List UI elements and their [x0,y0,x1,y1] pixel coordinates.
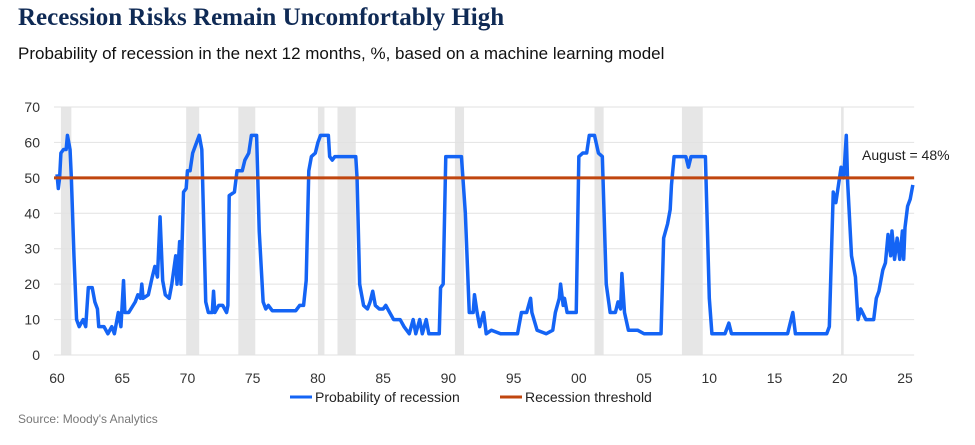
recession-band [238,107,256,355]
x-tick-label: 05 [636,370,652,386]
y-tick-label: 60 [24,134,40,150]
chart-title: Recession Risks Remain Uncomfortably Hig… [18,4,505,31]
x-tick-label: 60 [49,370,65,386]
x-tick-label: 75 [245,370,261,386]
x-tick-label: 85 [375,370,391,386]
x-tick-label: 80 [310,370,326,386]
x-tick-label: 65 [114,370,130,386]
series-line-probability [55,133,915,336]
x-tick-label: 90 [441,370,457,386]
y-tick-label: 0 [32,347,40,363]
x-tick-label: 00 [571,370,587,386]
y-tick-label: 20 [24,276,40,292]
x-tick-label: 20 [832,370,848,386]
x-tick-label: 15 [767,370,783,386]
x-tick-label: 25 [897,370,913,386]
source-note: Source: Moody's Analytics [18,412,158,426]
chart-subtitle: Probability of recession in the next 12 … [18,44,665,63]
x-tick-label: 95 [506,370,522,386]
y-tick-label: 50 [24,170,40,186]
y-tick-label: 30 [24,241,40,257]
recession-band [337,107,356,355]
y-tick-label: 70 [24,99,40,115]
recession-band [841,107,844,355]
annotation-label: August = 48% [862,147,950,163]
y-tick-label: 10 [24,312,40,328]
legend-label-probability: Probability of recession [315,389,460,405]
recession-band [60,107,72,355]
y-tick-label: 40 [24,205,40,221]
x-tick-label: 10 [702,370,718,386]
legend-label-threshold: Recession threshold [525,389,652,405]
recession-band [454,107,465,355]
x-tick-label: 70 [180,370,196,386]
recession-band [594,107,604,355]
recession-band [681,107,703,355]
recession-band [317,107,325,355]
